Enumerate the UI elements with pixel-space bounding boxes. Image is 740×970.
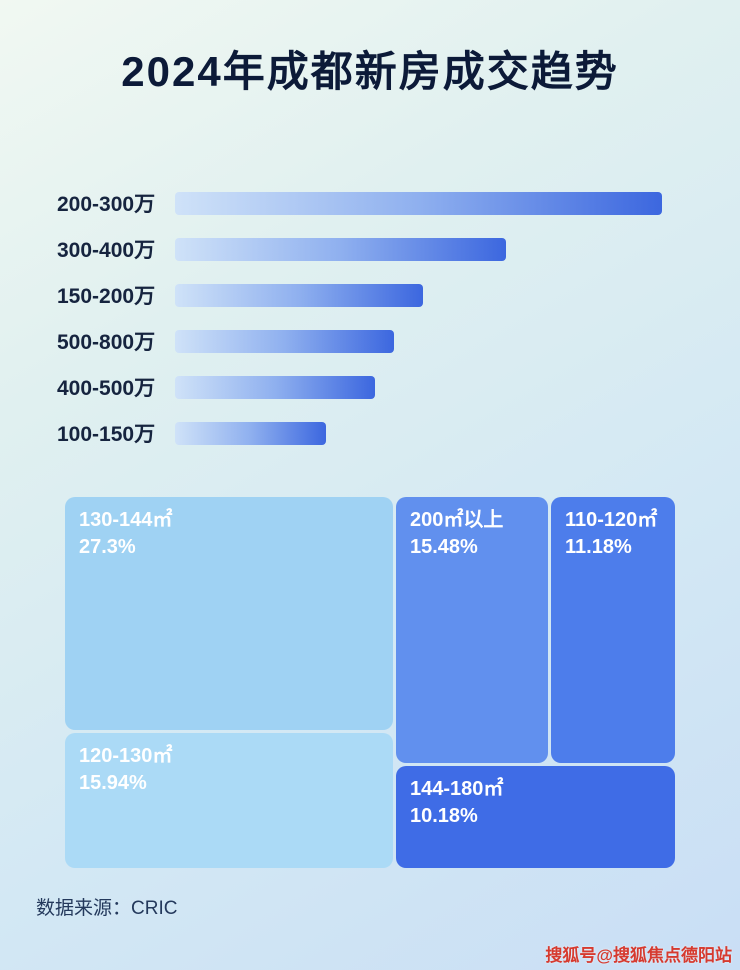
bar-track [175,283,662,307]
bar-fill [175,375,375,399]
bar-fill [175,283,424,307]
treemap-block-label: 120-130㎡ [79,745,173,767]
bar-row: 300-400万 [0,226,740,272]
treemap-block-value: 15.48% [410,536,478,558]
treemap-block: 110-120㎡ 11.18% [551,497,675,763]
bar-category-label: 500-800万 [57,331,156,354]
area-size-treemap: 130-144㎡ 27.3% 200㎡以上 15.48% 110-120㎡ 11… [65,497,675,868]
bar-track [175,237,662,261]
bar-fill [175,191,662,215]
bar-category-label: 150-200万 [57,285,156,308]
treemap-block: 130-144㎡ 27.3% [65,497,393,730]
bar-fill [175,329,395,353]
bar-fill [175,237,507,261]
data-source-note: 数据来源：CRIC [36,898,178,919]
bar-row: 500-800万 [0,318,740,364]
bar-track [175,421,662,445]
treemap-block-value: 27.3% [79,536,136,558]
bar-track [175,191,662,215]
bar-row: 200-300万 [0,180,740,226]
bar-row: 400-500万 [0,364,740,410]
bar-category-label: 200-300万 [57,193,156,216]
treemap-block-label: 130-144㎡ [79,509,173,531]
treemap-block-value: 11.18% [565,536,632,558]
bar-track [175,375,662,399]
treemap-block: 200㎡以上 15.48% [396,497,548,763]
bar-category-label: 300-400万 [57,239,156,262]
bar-row: 150-200万 [0,272,740,318]
treemap-block-value: 15.94% [79,772,147,794]
treemap-block-label: 144-180㎡ [410,778,504,800]
treemap-block: 144-180㎡ 10.18% [396,766,675,868]
bar-row: 100-150万 [0,410,740,456]
bar-category-label: 100-150万 [57,423,156,446]
bar-track [175,329,662,353]
watermark-text: 搜狐号@搜狐焦点德阳站 [545,946,732,965]
price-range-bar-chart: 200-300万 300-400万 150-200万 500-800万 400-… [0,180,740,456]
bar-fill [175,421,326,445]
treemap-block-value: 10.18% [410,805,478,827]
page-title: 2024年成都新房成交趋势 [121,48,619,95]
treemap-block: 120-130㎡ 15.94% [65,733,393,868]
treemap-block-label: 110-120㎡ [565,509,658,531]
bar-category-label: 400-500万 [57,377,156,400]
treemap-block-label: 200㎡以上 [410,509,504,531]
